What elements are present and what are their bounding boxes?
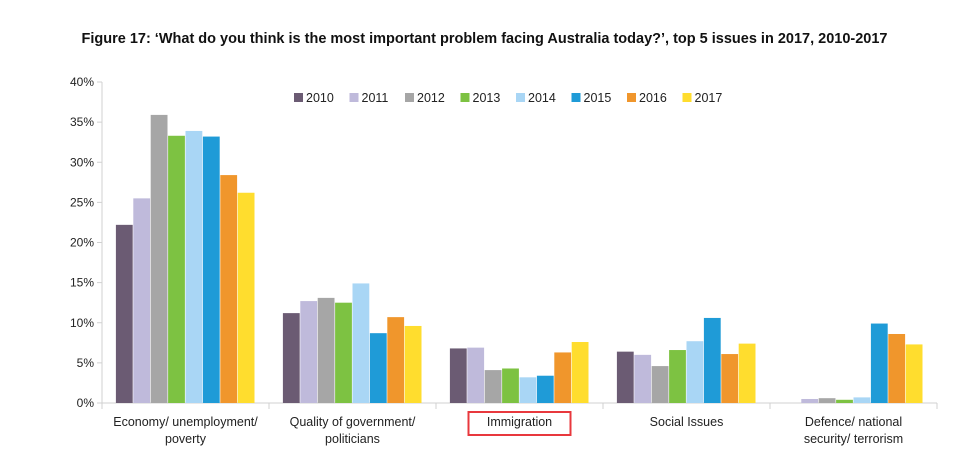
bar-2017 xyxy=(404,325,422,403)
y-tick-label: 40% xyxy=(70,75,94,89)
bar-2014 xyxy=(686,341,704,403)
bar-2010 xyxy=(449,348,467,403)
bar-2016 xyxy=(888,333,906,403)
bar-2010 xyxy=(616,351,634,403)
bar-2012 xyxy=(317,297,335,403)
y-tick-label: 5% xyxy=(77,356,95,370)
legend-label-2016: 2016 xyxy=(639,91,667,105)
bar-2017 xyxy=(905,344,923,403)
bar-2012 xyxy=(651,366,669,403)
y-tick-label: 25% xyxy=(70,195,94,209)
bar-2010 xyxy=(115,224,133,403)
axes: 0% 5% 10% 15% 20% 25% 30% 35% 40% xyxy=(70,75,938,410)
legend-swatch-2017 xyxy=(682,93,692,102)
legend-swatch-2011 xyxy=(349,93,359,102)
bar-2011 xyxy=(467,347,485,403)
bar-2010 xyxy=(282,313,300,403)
legend-swatch-2013 xyxy=(460,93,470,102)
bar-2016 xyxy=(220,175,238,403)
y-tick-label: 30% xyxy=(70,155,94,169)
bar-2017 xyxy=(571,342,589,403)
bar-2011 xyxy=(300,301,318,403)
legend-label-2012: 2012 xyxy=(417,91,445,105)
legend-label-2010: 2010 xyxy=(306,91,334,105)
category-label: Economy/ unemployment/poverty xyxy=(113,415,258,446)
bar-2015 xyxy=(703,317,721,403)
legend: 2010 2011 2012 2013 2014 2015 2016 2017 xyxy=(294,91,722,105)
bar-2017 xyxy=(237,192,255,403)
bars xyxy=(115,114,923,404)
bar-2014 xyxy=(519,377,537,403)
legend-swatch-2015 xyxy=(571,93,581,102)
legend-label-2014: 2014 xyxy=(528,91,556,105)
category-label: Quality of government/politicians xyxy=(290,415,416,446)
y-tick-label: 20% xyxy=(70,236,94,250)
bar-2011 xyxy=(801,398,819,403)
bar-2014 xyxy=(352,283,370,403)
category-label: Social Issues xyxy=(650,415,724,429)
bar-2015 xyxy=(202,136,220,403)
bar-2015 xyxy=(536,375,554,403)
legend-label-2015: 2015 xyxy=(584,91,612,105)
bar-2017 xyxy=(738,343,756,403)
y-tick-label: 35% xyxy=(70,115,94,129)
bar-2016 xyxy=(387,317,405,403)
category-label: Defence/ national security/ terrorism xyxy=(804,415,903,446)
legend-swatch-2010 xyxy=(294,93,303,102)
legend-swatch-2016 xyxy=(627,93,636,102)
bar-2013 xyxy=(168,135,185,403)
bar-2013 xyxy=(836,399,853,403)
category-highlight-box xyxy=(467,411,572,436)
y-tick-label: 15% xyxy=(70,276,94,290)
legend-swatch-2012 xyxy=(405,93,414,102)
legend-label-2013: 2013 xyxy=(473,91,501,105)
legend-label-2011: 2011 xyxy=(362,91,389,105)
legend-swatch-2014 xyxy=(516,93,525,102)
category-labels: Economy/ unemployment/poverty Quality of … xyxy=(113,411,903,446)
y-tick-label: 10% xyxy=(70,316,94,330)
bar-2013 xyxy=(669,350,686,403)
bar-2011 xyxy=(634,354,652,403)
bar-2012 xyxy=(150,114,168,404)
legend-label-2017: 2017 xyxy=(695,91,723,105)
bar-2012 xyxy=(818,398,836,403)
bar-2015 xyxy=(870,323,888,403)
bar-2011 xyxy=(133,198,151,403)
bar-2016 xyxy=(721,354,739,403)
bar-2016 xyxy=(554,352,572,403)
bar-2013 xyxy=(502,368,519,403)
chart-title: Figure 17: ‘What do you think is the mos… xyxy=(81,31,888,47)
bar-2014 xyxy=(853,397,871,403)
bar-2014 xyxy=(185,130,203,403)
bar-2012 xyxy=(484,370,502,403)
bar-2013 xyxy=(335,302,352,403)
y-tick-label: 0% xyxy=(77,396,95,410)
category-label: Immigration xyxy=(487,415,552,429)
bar-2015 xyxy=(369,333,387,403)
